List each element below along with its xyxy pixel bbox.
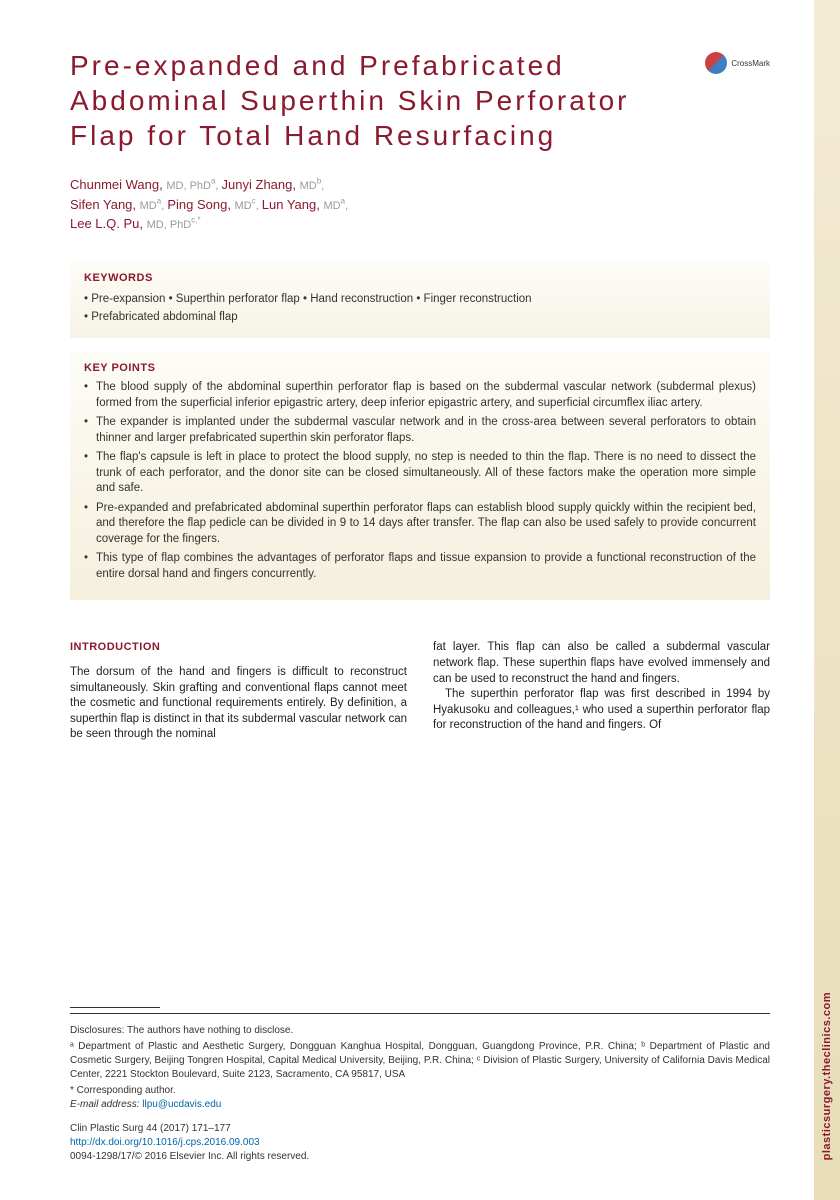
crossmark-icon [705,52,727,74]
author-list: Chunmei Wang, MD, PhDa, Junyi Zhang, MDb… [70,175,770,234]
author-name: Lee L.Q. Pu, [70,216,147,231]
intro-paragraph: The superthin perforator flap was first … [433,687,770,734]
journal-side-tab: plasticsurgery.theclinics.com [814,0,840,1200]
email-line: E-mail address: llpu@ucdavis.edu [70,1098,770,1112]
intro-paragraph: fat layer. This flap can also be called … [433,640,770,687]
corresponding-author: * Corresponding author. [70,1084,770,1098]
author-credentials: MD [323,200,340,212]
keypoint-item: This type of flap combines the advantage… [84,551,756,582]
author-name: Ping Song, [167,197,234,212]
author-name: Lun Yang, [262,197,324,212]
author-credentials: MD, PhD [166,180,211,192]
disclosure-text: Disclosures: The authors have nothing to… [70,1024,770,1038]
article-footer: Disclosures: The authors have nothing to… [70,1013,770,1164]
intro-column-left: INTRODUCTION The dorsum of the hand and … [70,640,407,742]
keywords-heading: KEYWORDS [84,272,756,284]
footnote-rule [70,1007,160,1008]
keywords-panel: KEYWORDS • Pre-expansion • Superthin per… [70,262,770,339]
copyright-line: 0094-1298/17/© 2016 Elsevier Inc. All ri… [70,1150,770,1164]
author-credentials: MD [140,200,157,212]
keywords-line: • Prefabricated abdominal flap [84,308,756,326]
keypoint-item: The blood supply of the abdominal supert… [84,380,756,411]
keypoint-item: Pre-expanded and prefabricated abdominal… [84,501,756,548]
author-name: Sifen Yang, [70,197,140,212]
author-credentials: MD [300,180,317,192]
author-name: Chunmei Wang, [70,177,166,192]
author-affil-mark: c,* [191,216,200,225]
introduction-heading: INTRODUCTION [70,640,407,655]
introduction-section: INTRODUCTION The dorsum of the hand and … [70,640,770,742]
keywords-list: • Pre-expansion • Superthin perforator f… [84,290,756,327]
keywords-line: • Pre-expansion • Superthin perforator f… [84,290,756,308]
author-credentials: MD, PhD [147,219,192,231]
keypoints-heading: KEY POINTS [84,362,756,374]
affiliations-text: ᵃ Department of Plastic and Aesthetic Su… [70,1040,770,1082]
keypoints-list: The blood supply of the abdominal supert… [84,380,756,582]
intro-column-right: fat layer. This flap can also be called … [433,640,770,742]
author-credentials: MD [235,200,252,212]
doi-link[interactable]: http://dx.doi.org/10.1016/j.cps.2016.09.… [70,1136,770,1150]
journal-url[interactable]: plasticsurgery.theclinics.com [821,992,833,1160]
email-address[interactable]: llpu@ucdavis.edu [142,1099,221,1110]
author-name: Junyi Zhang, [222,177,300,192]
intro-paragraph: The dorsum of the hand and fingers is di… [70,665,407,743]
keypoint-item: The flap's capsule is left in place to p… [84,450,756,497]
article-title: Pre-expanded and Prefabricated Abdominal… [70,48,660,153]
email-label: E-mail address: [70,1099,139,1110]
keypoints-panel: KEY POINTS The blood supply of the abdom… [70,352,770,600]
keypoint-item: The expander is implanted under the subd… [84,415,756,446]
crossmark-badge[interactable]: CrossMark [705,52,770,74]
citation-line: Clin Plastic Surg 44 (2017) 171–177 [70,1122,770,1136]
crossmark-label: CrossMark [731,59,770,68]
